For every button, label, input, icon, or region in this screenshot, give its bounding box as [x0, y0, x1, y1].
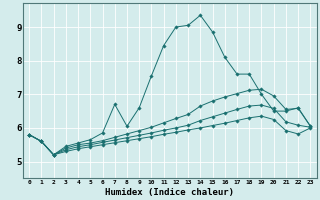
X-axis label: Humidex (Indice chaleur): Humidex (Indice chaleur)	[105, 188, 234, 197]
